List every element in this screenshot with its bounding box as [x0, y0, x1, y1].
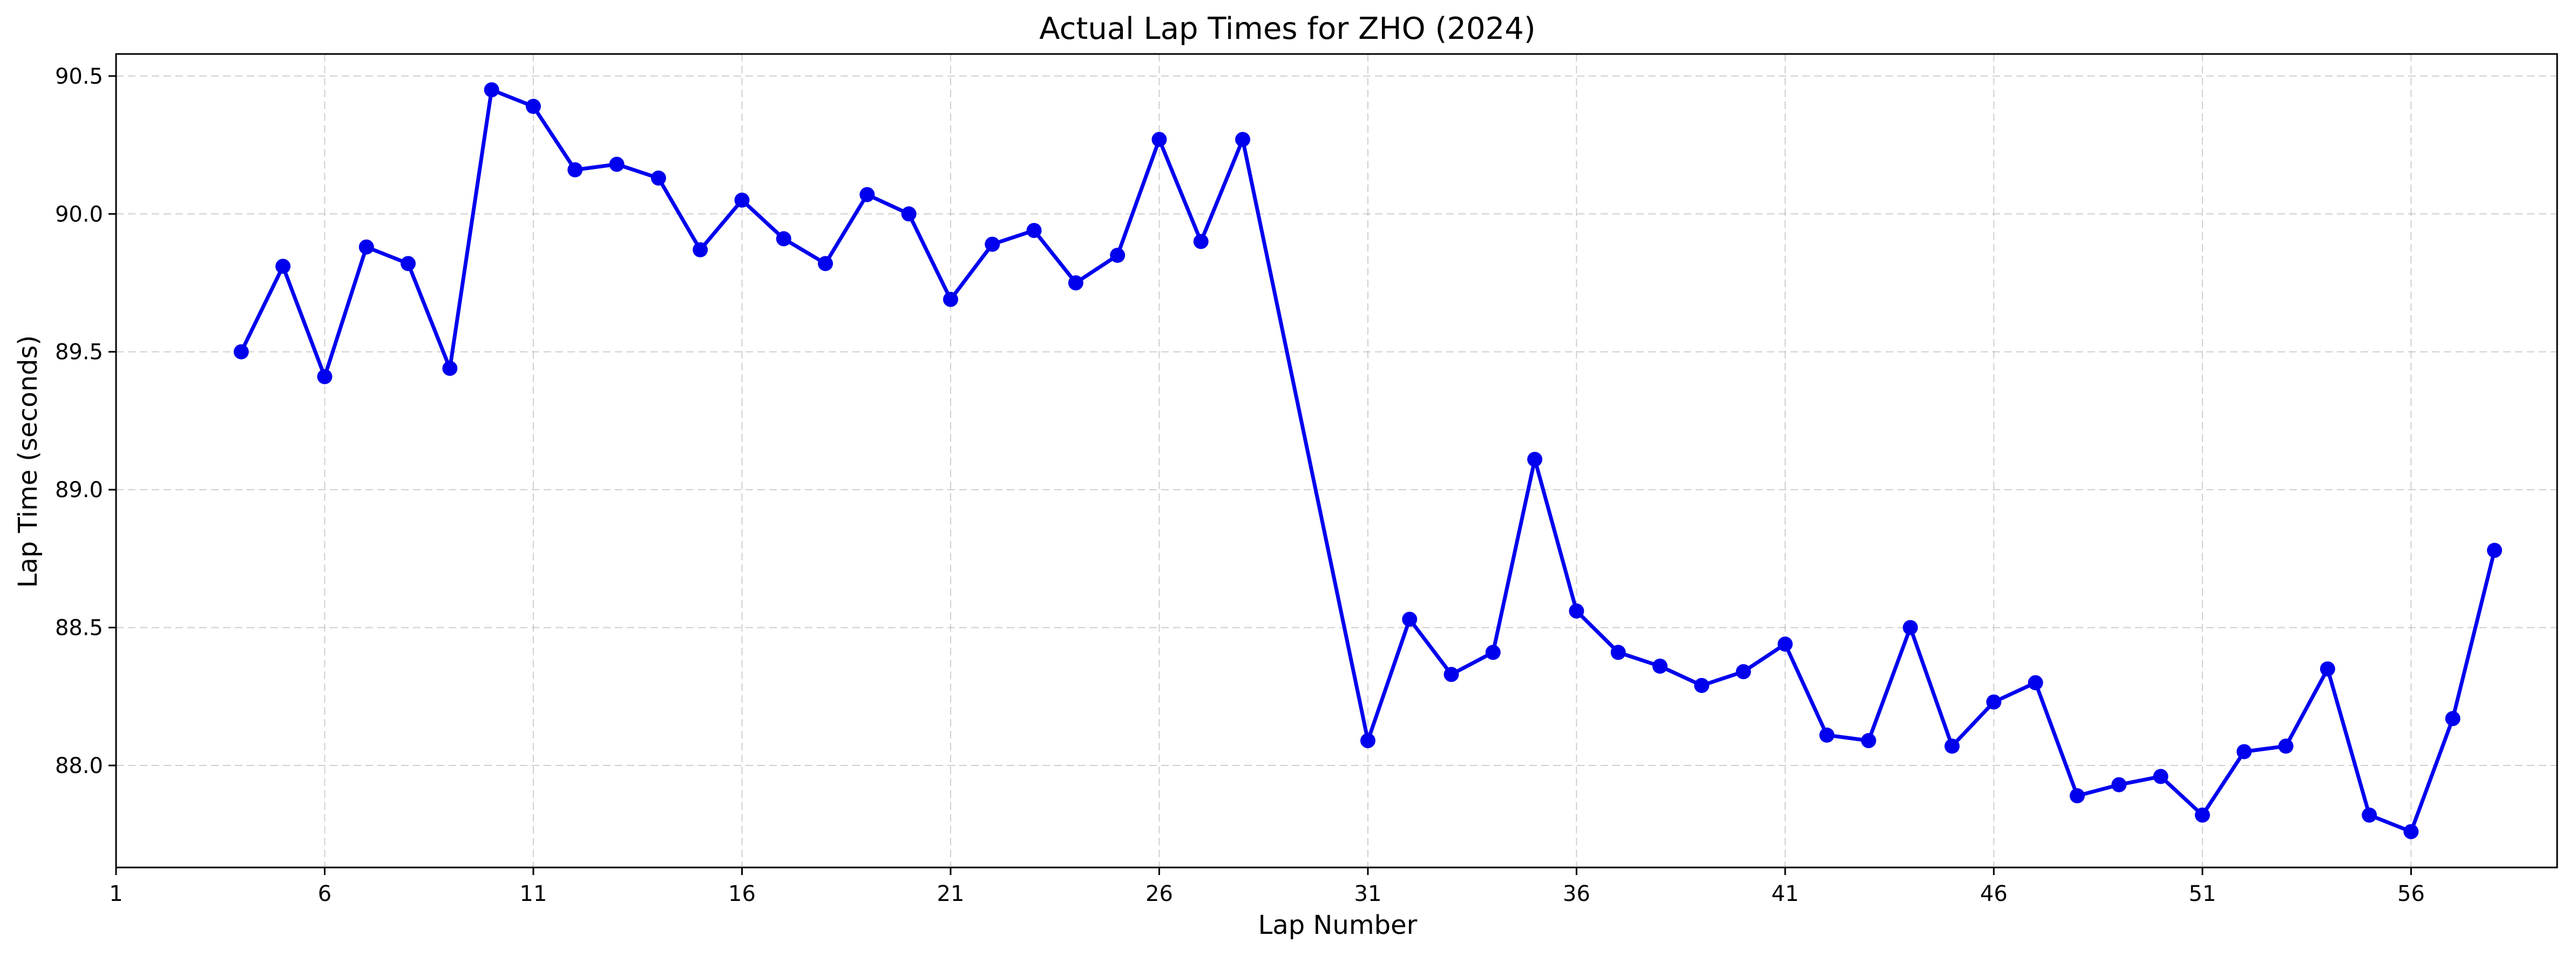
data-point [567, 162, 583, 178]
x-tick-label: 51 [2189, 882, 2216, 906]
data-point [275, 259, 291, 274]
y-axis-label: Lap Time (seconds) [13, 335, 43, 588]
data-point [442, 361, 458, 376]
grid-layer [116, 54, 2557, 867]
data-point [2445, 711, 2460, 727]
data-point [1902, 620, 1918, 635]
data-point [1694, 677, 1710, 693]
data-point [1110, 247, 1126, 263]
x-tick-label: 1 [109, 882, 123, 906]
data-point [1443, 667, 1459, 682]
y-tick-label: 88.0 [55, 754, 103, 778]
data-point [776, 231, 791, 247]
y-tick-label: 90.5 [55, 64, 103, 89]
data-point [859, 187, 875, 202]
data-point [1819, 727, 1835, 743]
data-point [484, 82, 499, 98]
data-point [1527, 451, 1543, 467]
data-point [1569, 603, 1584, 619]
chart-title: Actual Lap Times for ZHO (2024) [1039, 11, 1536, 46]
data-point [2070, 788, 2085, 804]
data-point [233, 344, 249, 360]
x-tick-label: 6 [318, 882, 331, 906]
x-tick-label: 11 [520, 882, 547, 906]
data-point [2320, 661, 2335, 677]
x-tick-label: 46 [1980, 882, 2008, 906]
data-point [693, 242, 708, 257]
data-point [2278, 738, 2294, 754]
y-tick-label: 88.5 [55, 616, 103, 641]
data-point [2153, 769, 2168, 784]
data-point [1944, 738, 1960, 754]
data-point [609, 157, 625, 172]
data-point [1986, 694, 2002, 710]
data-point [650, 170, 666, 186]
tick-layer: 1 6 11 16 21 26 31 36 41 46 51 5688.088.589.089.590… [55, 64, 2425, 906]
data-point [358, 239, 374, 255]
y-tick-label: 90.0 [55, 202, 103, 227]
data-point [1777, 636, 1793, 652]
x-tick-label: 41 [1772, 882, 1799, 906]
data-point [317, 369, 333, 384]
data-point [1861, 733, 1876, 749]
data-point [1151, 132, 1167, 147]
data-point [1068, 275, 1083, 291]
data-point [943, 291, 958, 307]
plot-area-frame [115, 53, 2558, 869]
x-axis-label: Lap Number [1258, 910, 1418, 940]
data-point [2403, 824, 2419, 839]
data-point [1485, 645, 1501, 660]
x-tick-label: 56 [2397, 882, 2425, 906]
data-point [2194, 807, 2210, 823]
series-layer [233, 82, 2503, 839]
y-tick-label: 89.0 [55, 478, 103, 503]
x-tick-label: 31 [1354, 882, 1382, 906]
data-point [1235, 132, 1251, 147]
data-point [525, 99, 541, 114]
data-point [1402, 612, 1418, 627]
data-point [1736, 664, 1751, 680]
x-tick-label: 21 [937, 882, 965, 906]
data-point [1610, 645, 1626, 660]
data-point [818, 256, 833, 272]
data-point [734, 192, 750, 208]
data-point [1026, 222, 1042, 238]
x-tick-label: 16 [728, 882, 756, 906]
data-point [2362, 807, 2377, 823]
data-point [1652, 659, 1668, 674]
data-point [985, 236, 1000, 252]
x-tick-label: 36 [1563, 882, 1590, 906]
data-point [901, 206, 917, 222]
y-tick-label: 89.5 [55, 340, 103, 365]
data-point [1360, 733, 1375, 749]
data-point [2111, 777, 2127, 792]
x-tick-label: 26 [1145, 882, 1173, 906]
data-point [1193, 234, 1209, 249]
data-point [401, 256, 416, 272]
data-point [2487, 543, 2503, 558]
data-point [2236, 744, 2252, 760]
data-point [2028, 675, 2043, 690]
